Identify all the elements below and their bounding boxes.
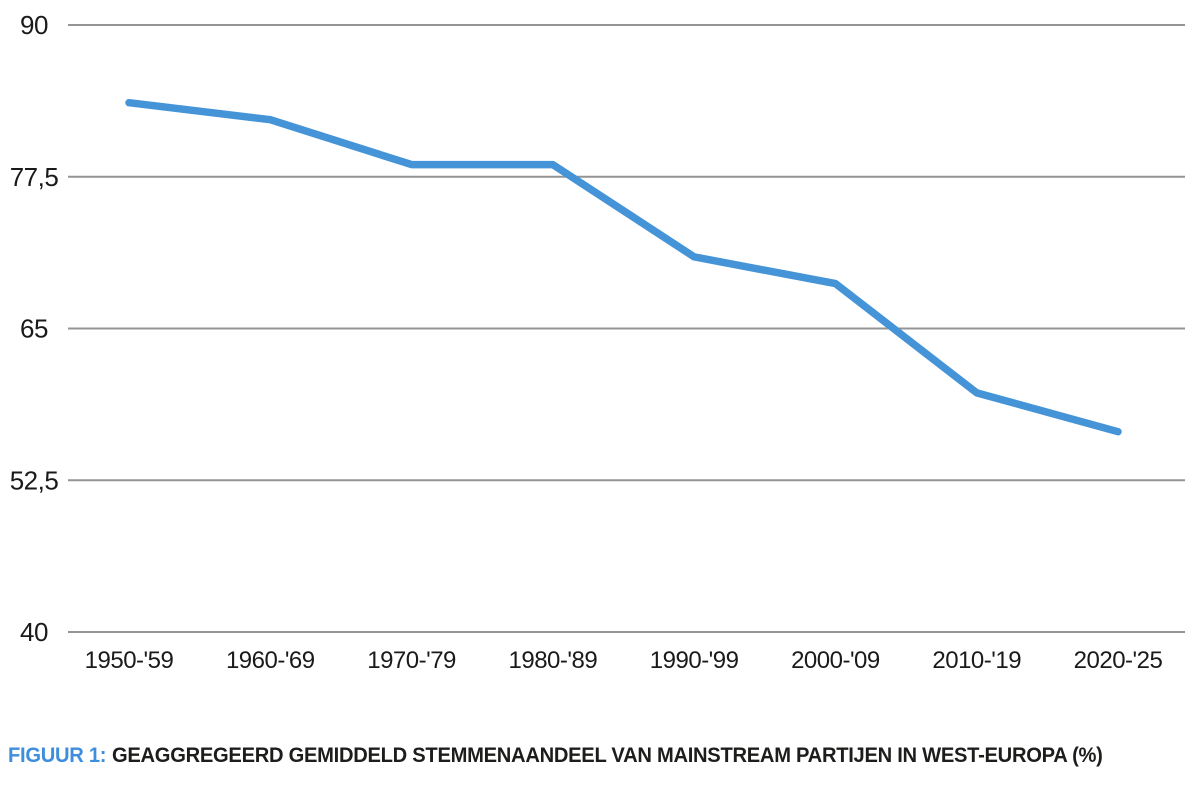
x-axis-tick-label: 1990-'99 (650, 647, 739, 674)
x-axis-tick-label: 1980-'89 (509, 647, 598, 674)
figure-caption-text: GEAGGREGEERD GEMIDDELD STEMMENAANDEEL VA… (111, 744, 1103, 767)
y-axis-tick-label: 52,5 (10, 465, 59, 495)
y-axis-tick-label: 65 (20, 314, 48, 344)
figure-caption-label: FIGUUR 1: (8, 744, 107, 767)
x-axis-tick-label: 2010-'19 (932, 647, 1021, 674)
y-axis-tick-label: 90 (20, 10, 48, 40)
x-axis-tick-label: 1960-'69 (226, 647, 315, 674)
x-axis-tick-label: 1970-'79 (367, 647, 456, 674)
y-axis-tick-label: 77,5 (10, 162, 59, 192)
data-line (125, 98, 1122, 436)
x-axis-tick-label: 1950-'59 (85, 647, 174, 674)
x-axis-tick-label: 2000-'09 (791, 647, 880, 674)
vote-share-line-chart: 90 77,5 65 52,5 40 1950-'59 1960-'69 1970-'79 19… (10, 10, 1185, 674)
y-axis-tick-label: 40 (20, 617, 48, 647)
figure-caption: FIGUUR 1: GEAGGREGEERD GEMIDDELD STEMMENA… (8, 744, 1103, 768)
chart-canvas: 90 77,5 65 52,5 40 1950-'59 1960-'69 1970-'79 19… (10, 10, 1185, 674)
x-axis-tick-label: 2020-'25 (1074, 647, 1163, 674)
